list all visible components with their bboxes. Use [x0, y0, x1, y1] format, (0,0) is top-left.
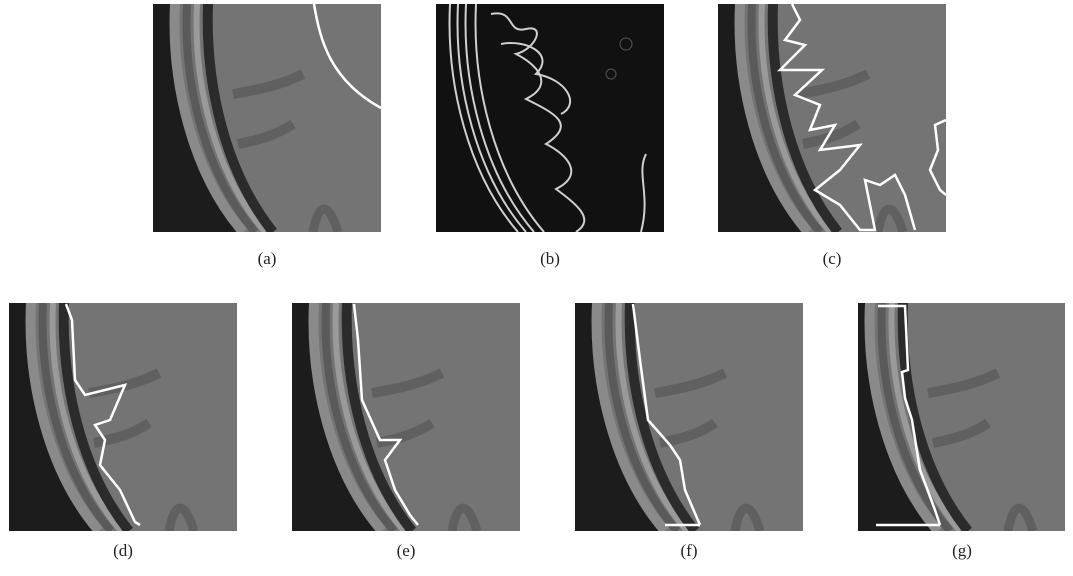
figure: (a) (b) (c) (d) (e) (f) (g): [0, 0, 1073, 571]
caption: (g): [952, 541, 972, 560]
panel-g-image: [848, 303, 1073, 531]
caption: (c): [823, 249, 842, 268]
panel-b: [436, 4, 664, 232]
panel-e: [292, 303, 520, 531]
panel-g: [848, 303, 1073, 531]
panel-a: [153, 4, 381, 232]
panel-c: [718, 4, 946, 232]
caption: (b): [540, 249, 560, 268]
caption: (e): [397, 541, 416, 560]
caption: (a): [258, 249, 277, 268]
panel-d: [9, 303, 237, 531]
caption: (d): [113, 541, 133, 560]
panel-f: [575, 303, 803, 531]
caption: (f): [681, 541, 698, 560]
